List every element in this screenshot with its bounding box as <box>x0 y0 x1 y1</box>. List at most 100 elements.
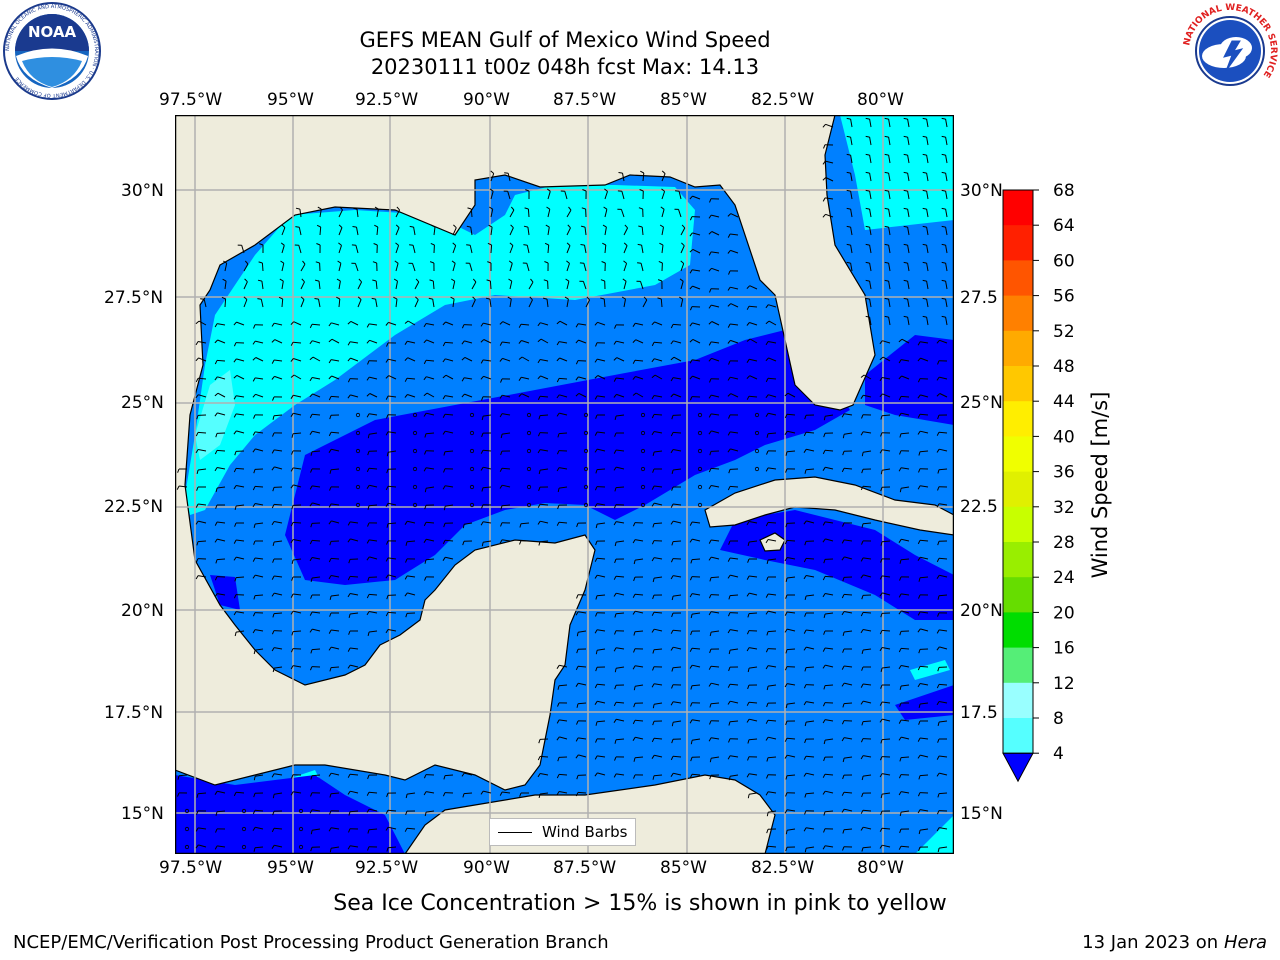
wind-barb <box>939 720 948 723</box>
wind-barb-flag <box>899 828 902 834</box>
wind-barb-flag <box>338 242 342 246</box>
wind-barb-flag <box>671 667 674 672</box>
wind-barb-flag <box>937 469 940 474</box>
wind-barb <box>330 468 340 471</box>
wind-barb <box>464 377 473 380</box>
wind-barb-flag <box>865 117 870 120</box>
wind-barb-flag <box>879 844 883 849</box>
wind-barb-flag <box>405 541 408 546</box>
wind-barb-flag <box>366 393 371 397</box>
wind-barb-flag <box>336 278 341 282</box>
wind-barb <box>469 245 473 254</box>
wind-barb <box>312 502 321 506</box>
wind-barb-flag <box>861 792 864 798</box>
wind-barb-flag <box>367 774 370 780</box>
wind-barb-flag <box>271 592 275 597</box>
wind-barb-flag <box>898 539 902 543</box>
wind-barb-flag <box>879 449 883 454</box>
wind-barb-flag <box>670 629 674 634</box>
wind-barb-flag <box>329 612 332 617</box>
wind-barb <box>406 540 416 543</box>
wind-barb <box>597 448 606 452</box>
wind-barb-flag <box>252 377 256 382</box>
wind-barb-flag <box>917 394 921 399</box>
wind-barb-flag <box>386 469 389 474</box>
wind-barb <box>597 431 606 434</box>
wind-barb-flag <box>195 503 199 508</box>
wind-barb-flag <box>252 629 256 634</box>
wind-barb <box>331 375 340 380</box>
wind-barb-flag <box>613 504 617 509</box>
wind-barb-flag <box>918 703 921 709</box>
wind-barb <box>869 281 872 290</box>
wind-barb <box>767 845 777 848</box>
wind-barb-flag <box>846 171 851 174</box>
wind-barb-flag <box>822 664 826 669</box>
wind-barb-flag <box>841 413 845 418</box>
wind-barb <box>406 377 416 380</box>
wind-barb-flag <box>442 413 446 418</box>
wind-barb <box>502 432 511 435</box>
wind-barb <box>691 558 701 561</box>
wind-barb-flag <box>765 394 769 399</box>
wind-barb-flag <box>822 773 826 778</box>
wind-barb-flag <box>602 242 607 246</box>
wind-band-lt4-pacific <box>175 775 405 854</box>
wind-barb <box>920 702 929 705</box>
wind-barb-flag <box>841 556 845 561</box>
wind-barb <box>729 485 739 488</box>
wind-barb <box>888 173 891 182</box>
wind-barb <box>330 557 340 560</box>
wind-barb-flag <box>594 684 598 689</box>
wind-barb-flag <box>595 650 598 655</box>
wind-barb <box>539 503 549 506</box>
wind-barb-flag <box>271 773 275 778</box>
wind-barb <box>711 485 720 488</box>
wind-barb <box>274 449 283 452</box>
wind-band-8-12-caribbean <box>910 660 950 680</box>
wind-barb-flag <box>510 224 514 229</box>
wind-barb <box>869 299 872 308</box>
wind-barb-flag <box>903 153 908 156</box>
wind-barb <box>787 430 796 434</box>
wind-barb <box>920 628 929 632</box>
wind-barb-calm <box>355 484 361 490</box>
wind-barb <box>293 539 302 542</box>
wind-barb-flag <box>271 630 275 635</box>
wind-barb-flag <box>661 170 666 174</box>
wind-barb <box>539 414 549 417</box>
wind-barb-flag <box>404 592 408 597</box>
wind-barb-flag <box>614 324 617 329</box>
wind-barb-flag <box>708 485 712 490</box>
wind-barb-flag <box>937 612 940 617</box>
wind-barb-flag <box>462 524 465 529</box>
wind-barb <box>729 594 739 597</box>
wind-barb <box>825 414 834 417</box>
wind-barb-flag <box>575 737 579 742</box>
wind-barb <box>559 341 568 344</box>
wind-barb <box>672 629 682 632</box>
wind-barb-flag <box>556 719 560 724</box>
wind-barb-flag <box>253 649 256 655</box>
wind-barb-flag <box>670 646 674 651</box>
wind-barb <box>597 522 606 525</box>
wind-barb-calm <box>469 430 475 436</box>
wind-barb-flag <box>670 575 674 580</box>
wind-barb-flag <box>842 451 845 456</box>
lon-label-bottom: 95°W <box>267 858 314 878</box>
wind-barb-flag <box>784 611 788 616</box>
wind-barb-flag <box>594 557 598 562</box>
wind-barb <box>432 299 435 308</box>
wind-barb <box>786 774 796 777</box>
wind-barb-flag <box>918 846 921 852</box>
wind-barb-flag <box>510 206 515 211</box>
wind-barb-flag <box>898 359 902 364</box>
wind-barb <box>255 431 264 434</box>
wind-barb-flag <box>214 339 218 344</box>
wind-barb-calm <box>184 826 190 832</box>
wind-barb-calm <box>412 412 418 418</box>
wind-barb-flag <box>423 360 427 365</box>
wind-barb <box>825 845 834 848</box>
wind-barb-calm <box>355 466 361 472</box>
wind-barb-flag <box>367 434 370 439</box>
